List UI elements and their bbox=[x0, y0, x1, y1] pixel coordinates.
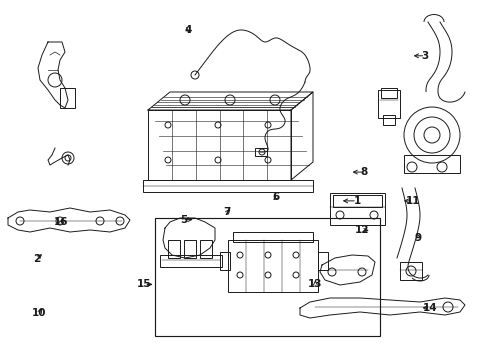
Text: 15: 15 bbox=[137, 279, 151, 289]
Text: 5: 5 bbox=[180, 215, 186, 225]
Bar bbox=[232, 232, 312, 242]
Text: 11: 11 bbox=[405, 196, 420, 206]
Bar bbox=[183, 240, 196, 258]
Bar bbox=[380, 88, 396, 98]
Bar bbox=[377, 90, 399, 118]
Bar bbox=[155, 218, 379, 336]
Bar bbox=[148, 110, 290, 180]
Bar bbox=[332, 195, 381, 207]
Bar bbox=[399, 262, 421, 280]
Bar bbox=[317, 252, 327, 270]
Text: 16: 16 bbox=[54, 217, 68, 228]
Bar bbox=[227, 240, 317, 292]
Text: 8: 8 bbox=[360, 167, 367, 177]
Bar bbox=[60, 88, 75, 108]
Text: 14: 14 bbox=[422, 303, 437, 313]
Bar bbox=[254, 148, 266, 156]
Text: 10: 10 bbox=[32, 308, 46, 318]
Bar bbox=[168, 240, 180, 258]
Text: 13: 13 bbox=[307, 279, 322, 289]
Bar bbox=[200, 240, 212, 258]
Bar bbox=[160, 255, 222, 267]
Bar bbox=[403, 155, 459, 173]
Bar bbox=[382, 115, 394, 125]
Text: 12: 12 bbox=[354, 225, 368, 235]
Bar bbox=[220, 252, 229, 270]
Text: 4: 4 bbox=[184, 24, 192, 35]
Text: 6: 6 bbox=[272, 192, 279, 202]
Text: 7: 7 bbox=[223, 207, 231, 217]
Text: 1: 1 bbox=[353, 196, 360, 206]
Text: 2: 2 bbox=[33, 254, 40, 264]
Bar bbox=[142, 180, 312, 192]
Text: 3: 3 bbox=[421, 51, 428, 61]
Bar bbox=[329, 193, 384, 225]
Text: 9: 9 bbox=[414, 233, 421, 243]
